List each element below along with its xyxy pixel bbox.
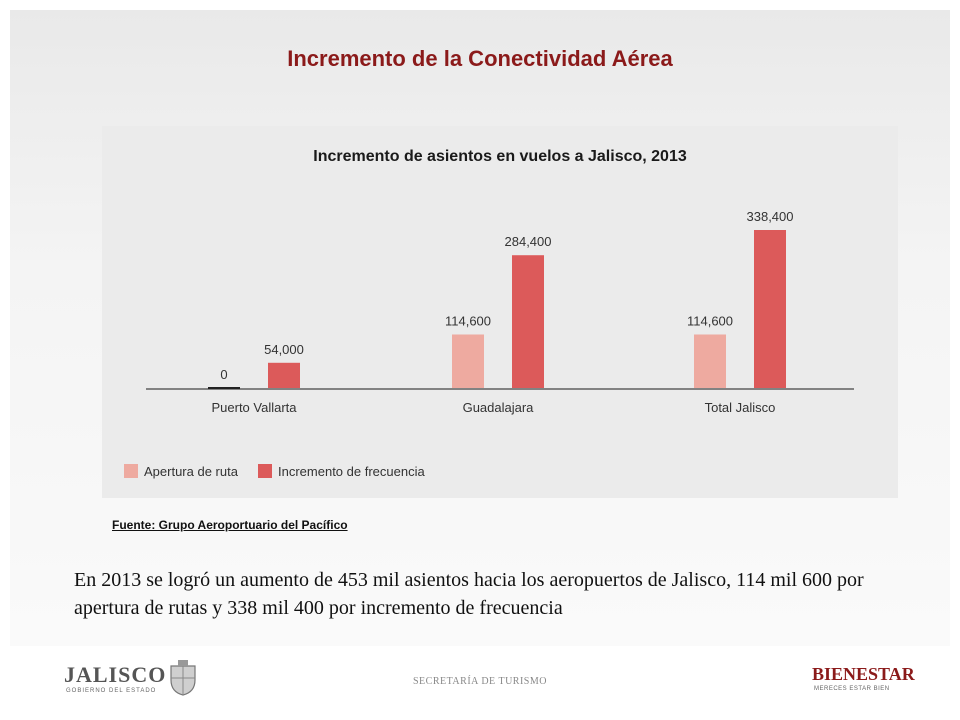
bar-1-2 [754, 230, 786, 388]
slide-title: Incremento de la Conectividad Aérea [287, 46, 673, 71]
footer [0, 648, 960, 720]
data-label-1-0: 54,000 [264, 342, 304, 357]
jalisco-logo: JALISCO GOBIERNO DEL ESTADO [64, 660, 204, 700]
state-seal-icon [170, 660, 196, 696]
data-label-1-2: 338,400 [747, 209, 794, 224]
footer-department: SECRETARÍA DE TURISMO [413, 676, 547, 687]
data-label-0-2: 114,600 [687, 313, 733, 328]
summary-text: En 2013 se logró un aumento de 453 mil a… [74, 569, 864, 619]
bienestar-logo-subtitle: MERECES ESTAR BIEN [814, 686, 890, 692]
data-label-0-0: 0 [220, 367, 227, 382]
source-note: Fuente: Grupo Aeroportuario del Pacífico [112, 518, 348, 532]
bar-0-2 [694, 334, 726, 388]
legend-label-1: Incremento de frecuencia [278, 464, 425, 479]
chart-title: Incremento de asientos en vuelos a Jalis… [313, 148, 687, 165]
jalisco-logo-text: JALISCO [64, 662, 167, 687]
bar-1-1 [512, 255, 544, 388]
jalisco-logo-subtitle: GOBIERNO DEL ESTADO [66, 688, 157, 694]
category-label-0: Puerto Vallarta [211, 400, 297, 415]
data-label-0-1: 114,600 [445, 313, 491, 328]
data-label-1-1: 284,400 [505, 234, 552, 249]
bienestar-logo: BIENESTAR MERECES ESTAR BIEN [812, 662, 915, 702]
legend-swatch-0 [124, 464, 138, 478]
category-label-1: Guadalajara [463, 400, 535, 415]
bienestar-logo-text: BIENESTAR [812, 664, 915, 684]
category-label-2: Total Jalisco [705, 400, 776, 415]
legend-swatch-1 [258, 464, 272, 478]
bar-1-0 [268, 362, 300, 388]
legend-label-0: Apertura de ruta [144, 464, 239, 479]
bar-0-1 [452, 334, 484, 388]
